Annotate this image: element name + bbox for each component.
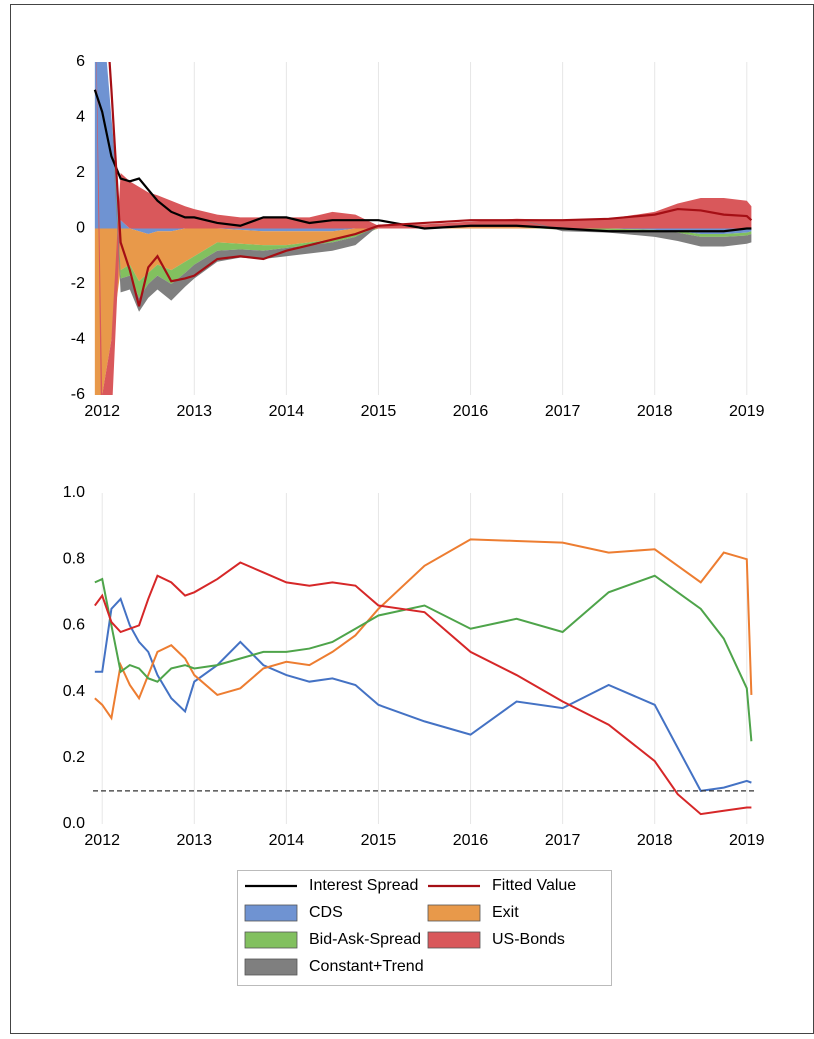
legend-label: Constant+Trend	[309, 958, 424, 975]
x-tick-label: 2017	[545, 403, 581, 420]
area	[106, 62, 752, 312]
legend-label: Fitted Value	[492, 877, 576, 894]
legend-swatch	[244, 904, 298, 922]
y-tick-label: 0.6	[63, 617, 85, 634]
series-line	[94, 561, 752, 816]
y-tick-label: -2	[71, 275, 85, 292]
y-tick-label: 0.8	[63, 550, 85, 567]
legend-label: Exit	[492, 904, 519, 921]
legend: Interest Spread Fitted Value CDS Exit Bid-As…	[237, 870, 612, 986]
x-tick-label: 2016	[453, 832, 489, 849]
legend-box	[237, 870, 612, 986]
series-line	[94, 574, 753, 742]
x-tick-label: 2018	[637, 832, 673, 849]
legend-swatch	[427, 904, 481, 922]
y-tick-label: 1.0	[63, 484, 85, 501]
series-line	[94, 597, 752, 792]
plot-area	[93, 538, 756, 816]
legend-label: US-Bonds	[492, 931, 565, 948]
y-tick-label: 4	[76, 109, 85, 126]
legend-label: Interest Spread	[309, 877, 418, 894]
series-line	[93, 89, 752, 233]
y-tick-label: 6	[76, 53, 85, 70]
area	[106, 62, 752, 298]
x-tick-label: 2013	[176, 403, 212, 420]
x-tick-label: 2017	[545, 832, 581, 849]
area	[94, 227, 752, 395]
x-tick-label: 2015	[361, 403, 397, 420]
x-tick-label: 2019	[729, 403, 765, 420]
x-tick-label: 2014	[269, 832, 305, 849]
y-tick-label: -6	[71, 386, 85, 403]
y-tick-label: 2	[76, 164, 85, 181]
x-tick-label: 2014	[269, 403, 305, 420]
chart-top: 2012 2013 2014 2015 2016 2017 2018 2019 -6 -4 -2 0 2…	[71, 53, 765, 420]
x-tick-label: 2018	[637, 403, 673, 420]
plot-area	[93, 62, 753, 395]
legend-swatch	[244, 958, 298, 976]
chart-bottom: 2012 2013 2014 2015 2016 2017 2018 2019 0.0 0.2 0.…	[63, 484, 765, 849]
y-tick-label: 0	[76, 220, 85, 237]
series-line	[108, 62, 753, 307]
x-tick-label: 2012	[84, 403, 120, 420]
y-tick-label: 0.4	[63, 683, 85, 700]
legend-label: Bid-Ask-Spread	[309, 931, 421, 948]
legend-swatch	[244, 931, 298, 949]
x-tick-label: 2019	[729, 832, 765, 849]
legend-swatch	[427, 931, 481, 949]
series-line	[94, 538, 753, 721]
area	[94, 62, 752, 235]
legend-label: CDS	[309, 904, 343, 921]
x-tick-label: 2012	[84, 832, 120, 849]
y-tick-label: 0.0	[63, 815, 85, 832]
x-tick-label: 2013	[176, 832, 212, 849]
x-tick-label: 2015	[361, 832, 397, 849]
y-tick-label: 0.2	[63, 749, 85, 766]
x-tick-label: 2016	[453, 403, 489, 420]
y-tick-label: -4	[71, 331, 85, 348]
